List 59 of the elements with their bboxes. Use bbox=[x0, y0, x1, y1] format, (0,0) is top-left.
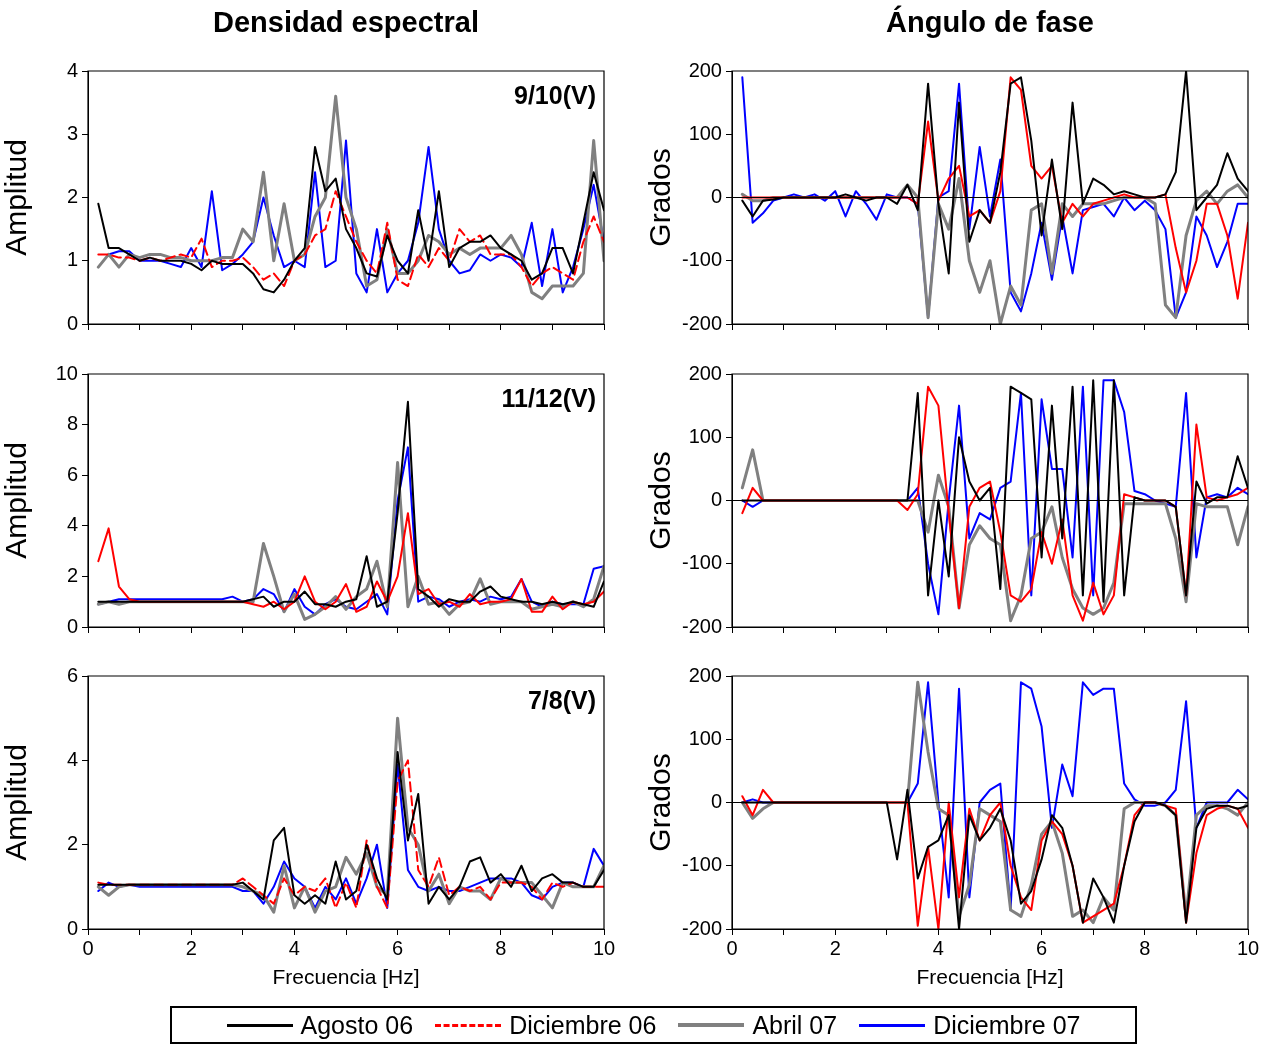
chart-title: Densidad espectral bbox=[212, 6, 480, 39]
y-tick-label: 2 bbox=[66, 185, 78, 208]
y-axis-title: Amplitud bbox=[0, 744, 33, 861]
y-tick-label: 6 bbox=[66, 462, 78, 485]
x-tick-label: 6 bbox=[1036, 936, 1048, 959]
annotation: 9/10(V) bbox=[514, 81, 596, 110]
y-tick-label: 0 bbox=[66, 916, 78, 939]
y-tick-label: 10 bbox=[55, 361, 78, 384]
x-tick-label: 2 bbox=[829, 936, 841, 959]
y-tick-label: -200 bbox=[681, 614, 722, 637]
y-tick-label: 0 bbox=[66, 311, 78, 334]
y-tick-label: 200 bbox=[688, 58, 722, 81]
x-tick-label: 0 bbox=[726, 936, 738, 959]
y-axis-title: Grados bbox=[643, 451, 677, 550]
y-tick-label: 1 bbox=[66, 248, 78, 271]
legend-label: Abril 07 bbox=[752, 1010, 838, 1040]
y-tick-label: 4 bbox=[66, 513, 78, 536]
y-tick-label: 200 bbox=[688, 663, 722, 686]
x-tick-label: 6 bbox=[392, 936, 404, 959]
y-tick-label: -200 bbox=[681, 916, 722, 939]
y-tick-label: 0 bbox=[66, 614, 78, 637]
y-axis-title: Amplitud bbox=[0, 139, 33, 256]
x-tick-label: 8 bbox=[1139, 936, 1151, 959]
y-tick-label: -200 bbox=[681, 311, 722, 334]
y-tick-label: 100 bbox=[688, 726, 722, 749]
y-tick-label: 4 bbox=[66, 747, 78, 770]
annotation: 7/8(V) bbox=[527, 686, 596, 715]
y-tick-label: -100 bbox=[681, 551, 722, 574]
y-tick-label: 2 bbox=[66, 832, 78, 855]
x-tick-label: 0 bbox=[82, 936, 94, 959]
annotation: 11/12(V) bbox=[501, 384, 596, 413]
legend-label: Diciembre 07 bbox=[933, 1010, 1081, 1040]
x-tick-label: 4 bbox=[932, 936, 944, 959]
y-tick-label: 4 bbox=[66, 58, 78, 81]
chart-title: Ángulo de fase bbox=[885, 6, 1095, 39]
y-tick-label: 100 bbox=[688, 121, 722, 144]
y-tick-label: 3 bbox=[66, 121, 78, 144]
y-tick-label: 0 bbox=[710, 488, 722, 511]
x-axis-title: Frecuencia [Hz] bbox=[272, 965, 420, 989]
y-tick-label: 100 bbox=[688, 424, 722, 447]
x-axis-title: Frecuencia [Hz] bbox=[916, 965, 1064, 989]
y-tick-label: -100 bbox=[681, 248, 722, 271]
y-tick-label: 200 bbox=[688, 361, 722, 384]
y-tick-label: 6 bbox=[66, 663, 78, 686]
y-tick-label: 8 bbox=[66, 412, 78, 435]
y-tick-label: -100 bbox=[681, 853, 722, 876]
legend-label: Diciembre 06 bbox=[509, 1010, 657, 1040]
x-tick-label: 10 bbox=[1236, 936, 1260, 959]
y-axis-title: Amplitud bbox=[0, 442, 33, 559]
x-tick-label: 8 bbox=[495, 936, 507, 959]
x-tick-label: 10 bbox=[592, 936, 616, 959]
x-tick-label: 4 bbox=[288, 936, 300, 959]
y-tick-label: 0 bbox=[710, 790, 722, 813]
x-tick-label: 2 bbox=[185, 936, 197, 959]
y-axis-title: Grados bbox=[643, 148, 677, 247]
y-tick-label: 2 bbox=[66, 563, 78, 586]
y-axis-title: Grados bbox=[643, 753, 677, 852]
y-tick-label: 0 bbox=[710, 185, 722, 208]
legend-label: Agosto 06 bbox=[300, 1010, 414, 1040]
